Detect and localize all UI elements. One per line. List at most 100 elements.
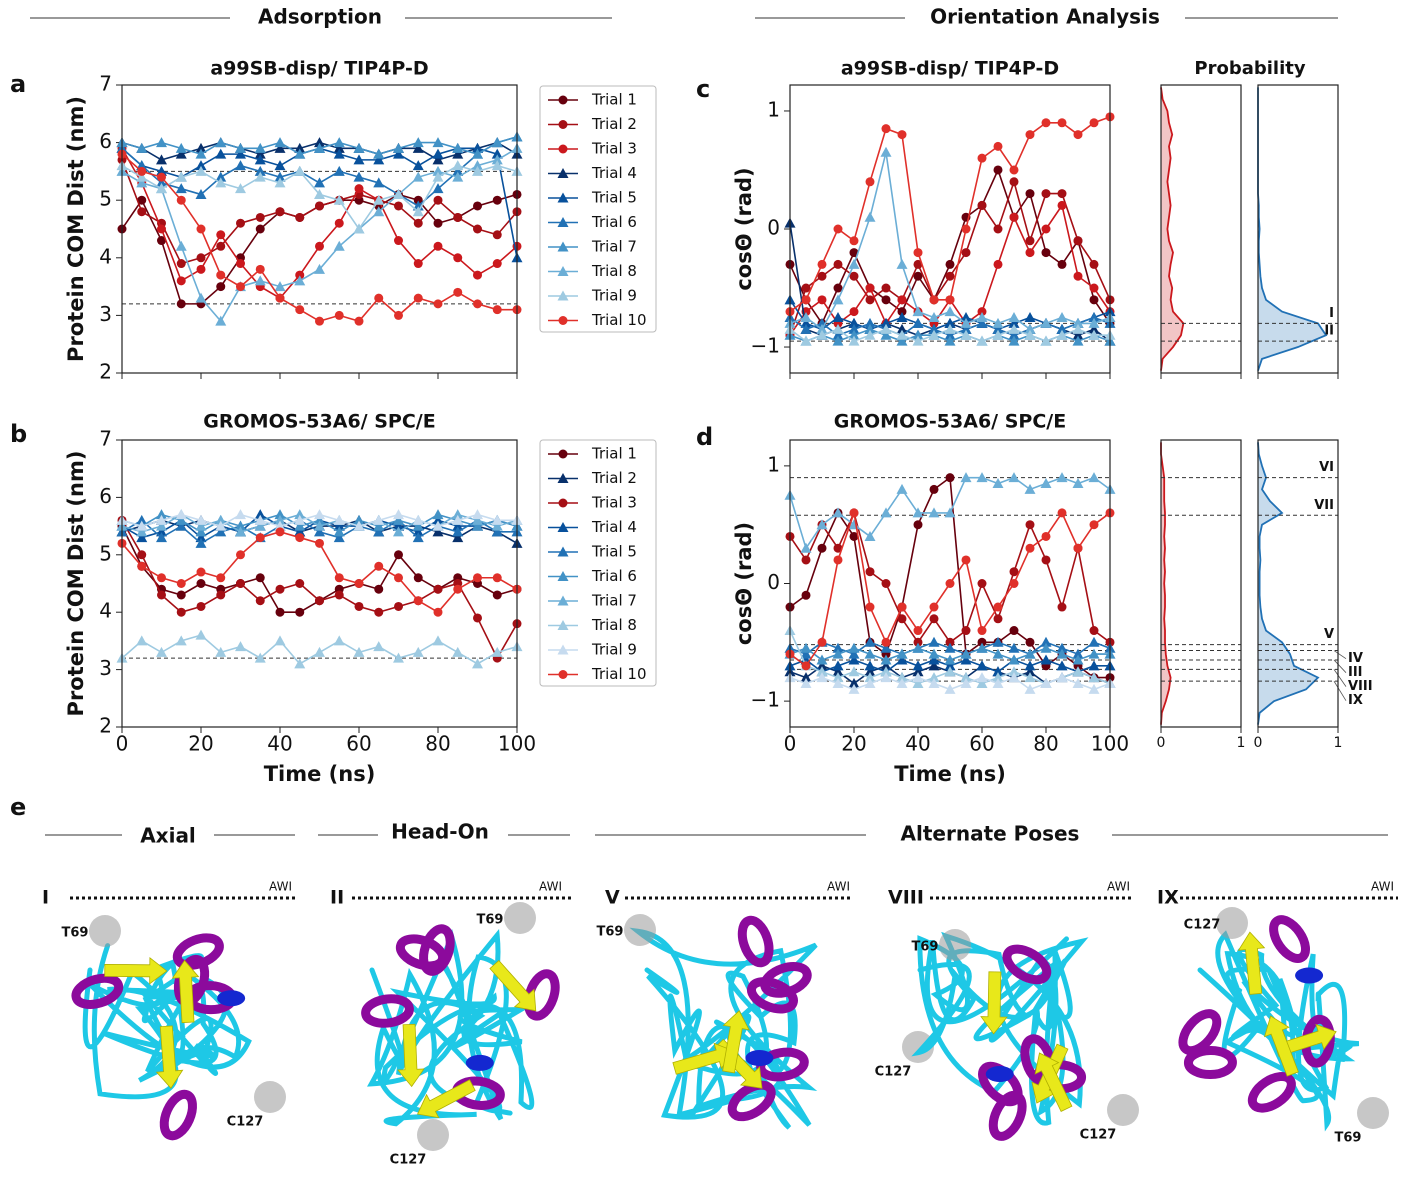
marker bbox=[848, 329, 860, 340]
legend-marker bbox=[558, 144, 568, 154]
marker bbox=[881, 295, 891, 305]
marker bbox=[452, 514, 464, 525]
marker bbox=[880, 146, 892, 157]
marker bbox=[354, 316, 364, 326]
marker bbox=[175, 171, 187, 182]
marker bbox=[944, 335, 956, 346]
marker bbox=[848, 666, 860, 677]
marker bbox=[1041, 555, 1051, 565]
marker bbox=[912, 642, 924, 653]
marker bbox=[832, 677, 844, 688]
marker bbox=[977, 626, 987, 636]
helix bbox=[746, 977, 798, 1014]
residue-surface bbox=[902, 1031, 934, 1063]
marker bbox=[314, 188, 325, 199]
marker bbox=[1088, 329, 1100, 340]
legend-label: Trial 7 bbox=[591, 592, 637, 610]
marker bbox=[215, 137, 227, 148]
marker bbox=[1008, 317, 1020, 328]
residue-surface bbox=[1107, 1094, 1139, 1126]
strand bbox=[722, 1010, 750, 1074]
marker bbox=[255, 533, 265, 543]
reference-label: VI bbox=[1319, 460, 1334, 475]
marker bbox=[373, 148, 385, 159]
marker bbox=[1073, 130, 1083, 140]
marker bbox=[1025, 189, 1035, 199]
marker bbox=[848, 648, 860, 659]
marker bbox=[156, 646, 167, 657]
marker bbox=[136, 142, 148, 153]
marker bbox=[394, 310, 403, 320]
density-line bbox=[1160, 442, 1172, 725]
marker bbox=[473, 224, 482, 234]
density-area bbox=[1258, 442, 1318, 725]
marker bbox=[833, 555, 843, 565]
marker bbox=[913, 259, 923, 269]
y-tick-label: 2 bbox=[99, 714, 112, 738]
marker bbox=[157, 224, 166, 234]
marker bbox=[275, 293, 285, 303]
legend-label: Trial 9 bbox=[591, 287, 637, 305]
marker bbox=[896, 335, 908, 346]
marker bbox=[880, 642, 892, 653]
marker bbox=[944, 683, 956, 694]
marker bbox=[314, 263, 325, 274]
legend-marker bbox=[557, 644, 569, 655]
marker bbox=[1008, 666, 1020, 677]
marker bbox=[928, 672, 940, 683]
marker bbox=[1072, 654, 1084, 665]
marker bbox=[976, 672, 988, 683]
marker bbox=[452, 520, 464, 531]
marker bbox=[1008, 312, 1020, 323]
marker bbox=[1056, 323, 1068, 334]
marker bbox=[255, 573, 265, 583]
marker bbox=[1088, 636, 1100, 647]
marker bbox=[912, 666, 924, 677]
marker bbox=[295, 607, 305, 617]
coil bbox=[1197, 930, 1360, 1132]
coil bbox=[629, 927, 818, 1130]
chart-title: a99SB-disp/ TIP4P-D bbox=[210, 58, 428, 80]
x-tick-label: 80 bbox=[1033, 732, 1058, 756]
marker bbox=[254, 142, 266, 153]
marker bbox=[333, 520, 345, 531]
strand bbox=[171, 959, 200, 1024]
section-header: Axial bbox=[140, 824, 196, 848]
coil bbox=[367, 928, 535, 1127]
legend-marker bbox=[557, 192, 569, 203]
marker bbox=[945, 579, 955, 588]
marker bbox=[928, 660, 940, 671]
legend-label: Trial 1 bbox=[591, 445, 637, 463]
marker bbox=[452, 171, 464, 182]
marker bbox=[993, 259, 1003, 269]
marker bbox=[315, 596, 324, 606]
marker bbox=[1088, 472, 1100, 483]
marker bbox=[832, 335, 844, 346]
marker bbox=[945, 473, 955, 483]
marker bbox=[848, 317, 860, 328]
marker bbox=[1072, 648, 1084, 659]
x-tick-label: 1 bbox=[1237, 735, 1246, 751]
helix bbox=[172, 933, 224, 970]
panel-label: b bbox=[10, 420, 27, 448]
strand bbox=[1034, 1052, 1073, 1112]
legend-marker bbox=[557, 571, 569, 581]
plot-frame bbox=[789, 439, 1111, 728]
marker bbox=[960, 312, 972, 323]
marker bbox=[136, 520, 148, 531]
marker bbox=[294, 514, 306, 525]
helix-short bbox=[985, 1066, 1014, 1083]
marker bbox=[832, 672, 844, 683]
marker bbox=[294, 509, 306, 520]
marker bbox=[1073, 236, 1083, 246]
chart-title: GROMOS-53A6/ SPC/E bbox=[203, 411, 435, 433]
marker bbox=[1025, 543, 1035, 553]
marker bbox=[195, 160, 207, 171]
marker bbox=[472, 148, 483, 159]
marker bbox=[334, 573, 344, 583]
marker bbox=[1008, 335, 1020, 346]
strand bbox=[104, 956, 168, 985]
marker bbox=[912, 329, 924, 340]
y-tick-label: 7 bbox=[99, 427, 112, 451]
marker bbox=[295, 579, 305, 588]
